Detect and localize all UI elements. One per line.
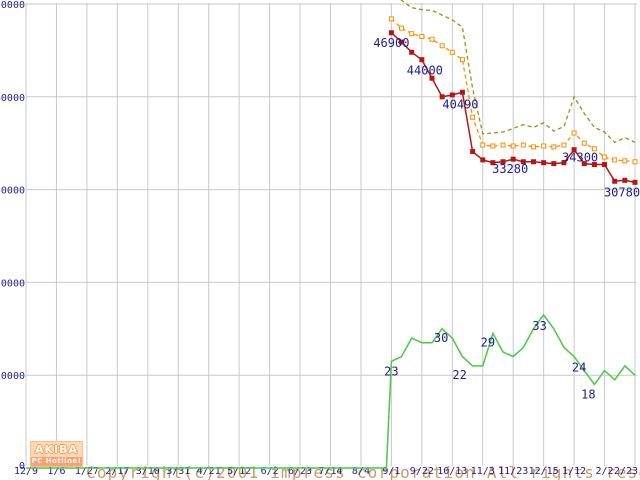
series-marker-orange — [470, 114, 476, 120]
series-marker-red — [510, 156, 516, 162]
series-marker-orange — [520, 142, 526, 148]
akiba-logo-title: AKIBA — [34, 443, 79, 456]
series-marker-red — [388, 30, 394, 36]
point-value-label: 30 — [434, 331, 448, 345]
series-marker-orange — [571, 130, 577, 136]
x-axis-tick-label: 2/17 — [105, 466, 129, 477]
series-marker-orange — [581, 140, 587, 146]
x-axis-tick-label: 6/23 — [288, 466, 312, 477]
series-marker-orange — [449, 49, 455, 55]
y-axis-tick-label: 0 — [19, 461, 25, 472]
x-axis-tick-label: 1/27 — [75, 466, 99, 477]
series-marker-orange — [622, 158, 628, 164]
series-marker-red — [490, 160, 496, 166]
series-marker-red — [551, 161, 557, 167]
series-marker-orange — [612, 157, 618, 163]
series-marker-red — [602, 162, 608, 168]
series-marker-red — [459, 89, 465, 95]
x-axis-tick-label: 4/21 — [197, 466, 221, 477]
x-axis-tick-label: 8/4 — [352, 466, 370, 477]
series-marker-orange — [510, 143, 516, 149]
series-marker-orange — [388, 16, 394, 22]
x-axis-tick-label: 11/3 — [471, 466, 495, 477]
series-marker-orange — [459, 57, 465, 63]
point-value-label: 18 — [581, 387, 595, 401]
y-axis-tick-label: 20000 — [0, 278, 25, 289]
series-marker-orange — [632, 159, 638, 165]
y-axis-tick-label: 30000 — [0, 186, 25, 197]
series-marker-red — [531, 159, 536, 165]
series-marker-red — [622, 177, 628, 183]
series-marker-red — [470, 149, 476, 155]
point-value-label: 23 — [384, 364, 398, 378]
series-marker-red — [439, 94, 445, 100]
x-axis-tick-label: 3/31 — [166, 466, 190, 477]
point-value-label: 29 — [481, 335, 495, 349]
x-axis-tick-label: 12/15 — [529, 466, 559, 477]
x-axis-tick-label: 12/9 — [14, 466, 38, 477]
series-marker-orange — [551, 144, 557, 150]
series-marker-orange — [500, 142, 506, 148]
series-marker-red — [581, 161, 587, 167]
point-value-label: 34300 — [562, 151, 598, 165]
akiba-logo-subtitle: PC Hotline! — [31, 457, 82, 466]
series-marker-orange — [439, 43, 445, 49]
point-value-label: 22 — [452, 368, 466, 382]
series-marker-red — [409, 49, 415, 55]
x-axis-tick-label: 2/2 — [596, 466, 614, 477]
y-axis-tick-label: 10000 — [0, 371, 25, 382]
point-value-label: 33 — [532, 319, 546, 333]
x-axis-tick-label: 10/13 — [437, 466, 467, 477]
point-value-label: 40490 — [442, 97, 478, 111]
point-value-label: 44000 — [407, 64, 443, 78]
x-axis-tick-label: 6/2 — [261, 466, 279, 477]
series-marker-orange — [480, 142, 486, 148]
y-axis-tick-label: 50000 — [0, 0, 25, 11]
x-axis-tick-label: 3/10 — [136, 466, 160, 477]
series-marker-orange — [602, 154, 608, 160]
x-axis-tick-label: 1/6 — [47, 466, 65, 477]
point-value-label: 33280 — [492, 162, 528, 176]
series-marker-red — [500, 159, 506, 165]
series-marker-orange — [409, 31, 415, 37]
series-marker-orange — [531, 144, 536, 150]
series-marker-orange — [541, 143, 547, 149]
series-marker-red — [429, 75, 435, 81]
x-axis-tick-label: 7/14 — [318, 466, 342, 477]
series-marker-orange — [429, 36, 435, 42]
series-marker-red — [561, 160, 567, 166]
series-marker-orange — [561, 142, 567, 148]
y-axis-tick-label: 40000 — [0, 93, 25, 104]
x-axis-tick-label: 1/12 — [562, 466, 586, 477]
series-marker-orange — [490, 143, 496, 149]
x-axis-tick-label: 2/23 — [614, 466, 638, 477]
akiba-pc-hotline-logo: AKIBA PC Hotline! — [30, 441, 83, 467]
x-axis-tick-label: 9/1 — [382, 466, 400, 477]
point-value-label: 24 — [572, 361, 586, 375]
series-marker-orange — [399, 25, 405, 31]
series-line-green — [26, 313, 636, 469]
point-value-label: 46900 — [373, 36, 409, 50]
series-marker-red — [571, 147, 577, 153]
series-marker-red — [632, 179, 638, 185]
series-marker-red — [591, 162, 597, 168]
series-marker-red — [449, 92, 455, 98]
x-axis-tick-label: 11/23 — [498, 466, 528, 477]
series-marker-red — [480, 157, 486, 163]
point-value-label: 30780 — [604, 185, 640, 199]
series-marker-red — [541, 160, 547, 166]
series-marker-red — [399, 39, 405, 45]
series-marker-orange — [591, 146, 597, 152]
series-marker-red — [520, 159, 526, 165]
series-marker-red — [419, 57, 425, 63]
series-marker-red — [612, 178, 618, 184]
series-marker-orange — [419, 33, 425, 39]
x-axis-tick-label: 5/12 — [227, 466, 251, 477]
x-axis-tick-label: 9/22 — [410, 466, 434, 477]
